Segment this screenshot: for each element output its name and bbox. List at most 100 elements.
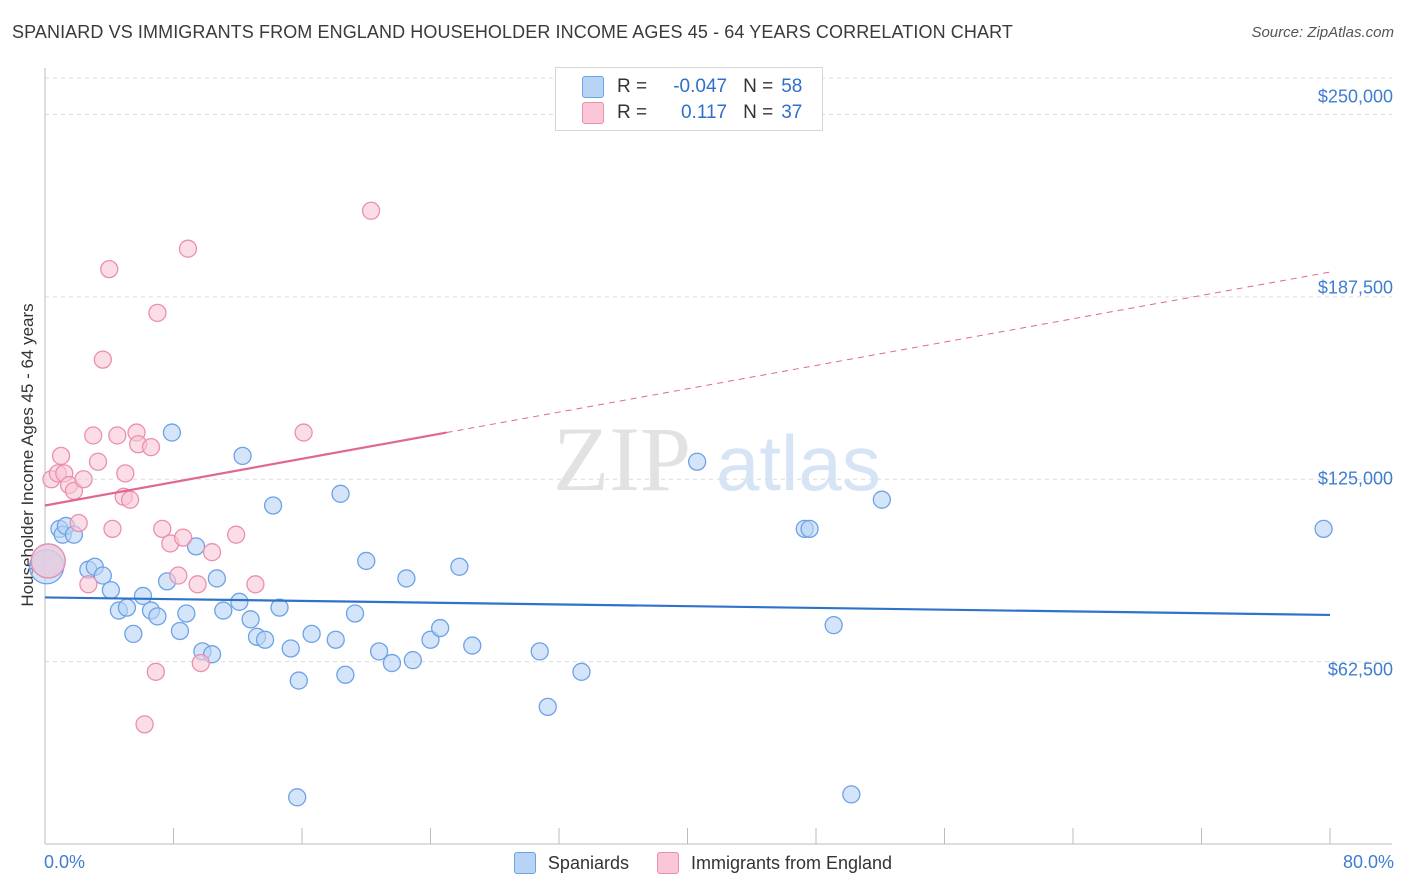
correlation-legend: R = -0.047 N = 58 R = 0.117 N = 37 bbox=[555, 67, 823, 131]
spaniard-point bbox=[170, 621, 190, 641]
spaniard-point bbox=[530, 642, 549, 661]
source-note: Source: ZipAtlas.com bbox=[1251, 24, 1394, 41]
n-label: N = bbox=[743, 102, 774, 123]
england-point bbox=[294, 423, 313, 442]
x-tick-label: 0.0% bbox=[44, 852, 86, 872]
england-point bbox=[116, 464, 135, 483]
england-point bbox=[103, 519, 122, 538]
spaniard-point bbox=[326, 630, 345, 649]
england-point bbox=[135, 715, 154, 734]
spaniard-point bbox=[463, 636, 482, 655]
spaniard-point bbox=[289, 671, 308, 690]
y-tick-label: $250,000 bbox=[1317, 86, 1393, 107]
spaniard-point bbox=[1314, 519, 1333, 538]
spaniard-point bbox=[241, 610, 260, 629]
spaniard-point bbox=[800, 519, 819, 538]
england-point bbox=[30, 543, 66, 579]
spaniard-point bbox=[336, 665, 355, 684]
watermark-atlas: atlas bbox=[716, 419, 881, 507]
england-point bbox=[173, 528, 193, 547]
spaniard-point bbox=[824, 615, 843, 635]
spaniard-point bbox=[233, 446, 252, 466]
legend-label: Immigrants from England bbox=[690, 852, 893, 873]
spaniard-point bbox=[148, 607, 167, 626]
spaniard-point bbox=[430, 618, 450, 638]
england-point bbox=[191, 653, 210, 673]
england-point bbox=[141, 437, 161, 457]
england-point bbox=[178, 239, 198, 258]
england-point bbox=[188, 575, 207, 594]
spaniard-point bbox=[403, 651, 422, 670]
spaniard-point bbox=[263, 496, 283, 515]
spaniard-point bbox=[369, 642, 389, 661]
x-tick-label: 80.0% bbox=[1342, 852, 1394, 872]
spaniard-point bbox=[302, 624, 321, 644]
chart-title: SPANIARD VS IMMIGRANTS FROM ENGLAND HOUS… bbox=[12, 22, 1013, 42]
spaniard-point bbox=[101, 580, 121, 600]
spaniard-point bbox=[255, 630, 275, 649]
spaniard-point bbox=[345, 604, 365, 623]
legend-label: Spaniards bbox=[547, 852, 629, 873]
spaniard-point bbox=[331, 484, 350, 503]
england-point bbox=[93, 350, 112, 369]
spaniard-point bbox=[207, 569, 227, 588]
spaniard-point bbox=[281, 639, 300, 658]
y-tick-label: $62,500 bbox=[1327, 659, 1393, 680]
england-point bbox=[361, 201, 381, 220]
spaniard-point bbox=[177, 604, 196, 623]
spaniards-r-value: -0.047 bbox=[673, 76, 728, 97]
trend-line-extrapolated bbox=[446, 271, 1331, 434]
y-tick-label: $125,000 bbox=[1317, 468, 1393, 489]
legend-row-spaniards: R = -0.047 N = 58 bbox=[582, 74, 802, 100]
england-point bbox=[226, 525, 246, 544]
series-legend: Spaniards Immigrants from England bbox=[0, 852, 1406, 874]
england-point bbox=[88, 452, 108, 471]
spaniard-point bbox=[162, 423, 182, 442]
spaniard-point bbox=[842, 785, 861, 804]
england-swatch bbox=[582, 102, 604, 124]
england-point bbox=[51, 446, 71, 466]
england-point bbox=[108, 426, 127, 445]
r-label: R = bbox=[617, 76, 648, 97]
spaniard-point bbox=[382, 653, 402, 673]
england-point bbox=[169, 566, 188, 585]
spaniard-point bbox=[133, 586, 153, 606]
spaniards-n-value: 58 bbox=[781, 76, 803, 97]
spaniard-point bbox=[214, 601, 233, 620]
spaniard-point bbox=[93, 566, 112, 585]
england-point bbox=[74, 470, 93, 489]
spaniards-swatch bbox=[513, 852, 536, 874]
england-point bbox=[120, 490, 140, 509]
england-r-value: 0.117 bbox=[680, 102, 728, 123]
spaniard-point bbox=[572, 662, 591, 681]
england-n-value: 37 bbox=[781, 102, 803, 123]
england-point bbox=[100, 259, 119, 279]
legend-item-spaniards[interactable]: Spaniards bbox=[513, 852, 629, 874]
england-point bbox=[202, 543, 222, 562]
legend-item-england[interactable]: Immigrants from England bbox=[656, 852, 893, 874]
spaniard-point bbox=[117, 598, 137, 617]
spaniard-point bbox=[288, 788, 307, 807]
spaniard-point bbox=[230, 592, 249, 611]
legend-row-england: R = 0.117 N = 37 bbox=[582, 100, 802, 126]
england-point bbox=[79, 575, 98, 594]
england-point bbox=[148, 303, 167, 323]
spaniard-point bbox=[357, 551, 376, 571]
spaniard-point bbox=[687, 452, 707, 471]
england-point bbox=[84, 426, 103, 445]
watermark-zip: ZIP bbox=[553, 408, 691, 510]
spaniard-point bbox=[270, 598, 289, 617]
england-point bbox=[153, 519, 172, 538]
spaniard-point bbox=[124, 624, 143, 644]
spaniard-point bbox=[397, 569, 416, 588]
trend-line bbox=[44, 431, 447, 507]
spaniards-swatch bbox=[582, 76, 604, 98]
england-swatch bbox=[656, 852, 679, 874]
r-label: R = bbox=[617, 102, 648, 123]
trend-line bbox=[44, 596, 1331, 617]
n-label: N = bbox=[743, 76, 774, 97]
spaniard-point bbox=[186, 537, 206, 556]
spaniard-point bbox=[538, 697, 557, 716]
spaniard-point bbox=[421, 630, 440, 649]
